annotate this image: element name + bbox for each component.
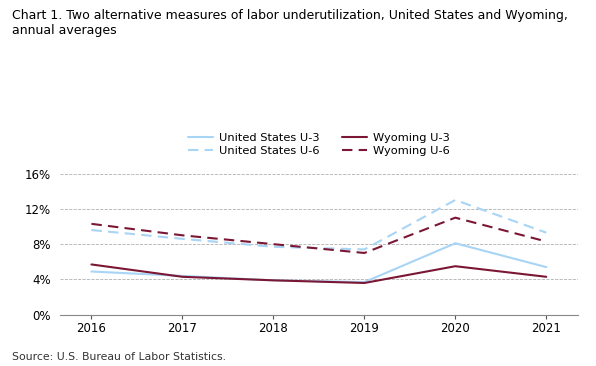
United States U-3 bbox=[361, 280, 368, 284]
Line: United States U-6: United States U-6 bbox=[91, 200, 547, 250]
United States U-3 bbox=[452, 241, 459, 246]
United States U-3 bbox=[88, 269, 95, 274]
Wyoming U-3 bbox=[270, 278, 277, 283]
Text: Source: U.S. Bureau of Labor Statistics.: Source: U.S. Bureau of Labor Statistics. bbox=[12, 352, 226, 362]
Wyoming U-3 bbox=[543, 274, 550, 279]
Wyoming U-3 bbox=[179, 274, 186, 279]
United States U-6 bbox=[361, 247, 368, 252]
Wyoming U-3 bbox=[452, 264, 459, 268]
United States U-6 bbox=[88, 228, 95, 232]
United States U-6 bbox=[179, 237, 186, 241]
Line: Wyoming U-3: Wyoming U-3 bbox=[91, 265, 547, 283]
United States U-3 bbox=[179, 274, 186, 278]
Wyoming U-3 bbox=[361, 281, 368, 285]
Line: United States U-3: United States U-3 bbox=[91, 243, 547, 282]
Wyoming U-6 bbox=[88, 222, 95, 226]
Wyoming U-3 bbox=[88, 262, 95, 267]
United States U-6 bbox=[270, 244, 277, 249]
Legend: United States U-3, United States U-6, Wyoming U-3, Wyoming U-6: United States U-3, United States U-6, Wy… bbox=[188, 132, 450, 156]
Wyoming U-6 bbox=[543, 239, 550, 244]
Wyoming U-6 bbox=[361, 251, 368, 255]
United States U-3 bbox=[270, 278, 277, 283]
Line: Wyoming U-6: Wyoming U-6 bbox=[91, 218, 547, 253]
United States U-3 bbox=[543, 265, 550, 269]
Wyoming U-6 bbox=[452, 216, 459, 220]
Text: Chart 1. Two alternative measures of labor underutilization, United States and W: Chart 1. Two alternative measures of lab… bbox=[12, 9, 568, 22]
United States U-6 bbox=[452, 198, 459, 202]
Wyoming U-6 bbox=[179, 233, 186, 238]
Text: annual averages: annual averages bbox=[12, 24, 117, 37]
Wyoming U-6 bbox=[270, 242, 277, 246]
United States U-6 bbox=[543, 231, 550, 235]
